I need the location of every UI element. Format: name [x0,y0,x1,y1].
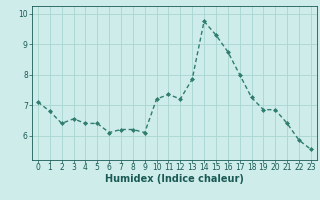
X-axis label: Humidex (Indice chaleur): Humidex (Indice chaleur) [105,174,244,184]
